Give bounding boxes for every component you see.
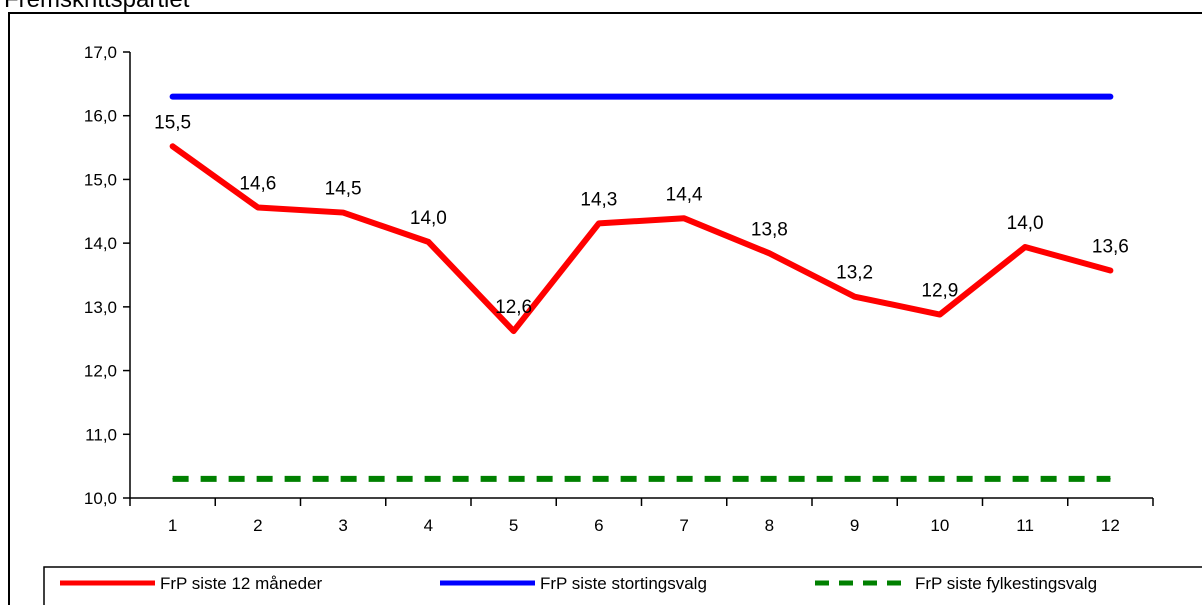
- x-tick-label: 1: [168, 516, 177, 535]
- x-tick-label: 5: [509, 516, 518, 535]
- series-3-point: [768, 478, 770, 480]
- series-3-point: [854, 478, 856, 480]
- data-label: 13,6: [1092, 237, 1129, 258]
- data-label: 12,9: [921, 281, 958, 302]
- x-tick-label: 3: [338, 516, 347, 535]
- data-label: 13,2: [836, 263, 873, 284]
- series-line-1: [169, 143, 1114, 335]
- series-1-point: [854, 296, 856, 298]
- data-labels: 15,5 14,6 14,5 14,0 12,6 14,3 14,4 13,8 13,2 12,9…: [154, 112, 1129, 318]
- series-1-point: [342, 212, 344, 214]
- series-3-point: [172, 478, 174, 480]
- series-2-point: [1024, 96, 1026, 98]
- legend: FrP siste 12 måneder FrP siste stortingsv…: [43, 566, 1202, 605]
- series-2-point: [342, 96, 344, 98]
- x-tick-label: 8: [765, 516, 774, 535]
- series-3-point: [513, 478, 515, 480]
- series-3-point: [598, 478, 600, 480]
- chart-title: Fremskrittspartiet: [4, 0, 189, 14]
- series-2-point: [598, 96, 600, 98]
- data-label: 14,3: [580, 189, 617, 210]
- legend-label: FrP siste fylkestingsvalg: [915, 574, 1097, 593]
- series-1-point: [768, 252, 770, 254]
- x-tick-label: 4: [424, 516, 433, 535]
- series-3-point: [1109, 478, 1111, 480]
- data-label: 14,5: [325, 179, 362, 200]
- y-tick-label: 12,0: [84, 362, 117, 381]
- y-tick-label: 17,0: [84, 43, 117, 62]
- legend-box: [43, 566, 1202, 605]
- series-1-point: [257, 206, 259, 208]
- series-2-point: [257, 96, 259, 98]
- x-tick-label: 9: [850, 516, 859, 535]
- y-tick-label: 11,0: [85, 425, 117, 444]
- data-label: 14,6: [239, 173, 276, 194]
- x-tick-label: 10: [930, 516, 949, 535]
- x-tick-label: 12: [1101, 516, 1120, 535]
- legend-label: FrP siste stortingsvalg: [540, 574, 707, 593]
- series-1-point: [683, 217, 685, 219]
- data-label: 12,6: [495, 297, 532, 318]
- series-2-point: [683, 96, 685, 98]
- data-label: 15,5: [154, 112, 191, 133]
- series-3-point: [1024, 478, 1026, 480]
- x-tick-label: 11: [1016, 516, 1034, 535]
- series-3-point: [427, 478, 429, 480]
- x-tick-label: 6: [594, 516, 603, 535]
- series-2-point: [854, 96, 856, 98]
- x-tick-label: 7: [679, 516, 688, 535]
- series-1-point: [172, 145, 174, 147]
- legend-label: FrP siste 12 måneder: [160, 574, 323, 593]
- axes: 10,011,012,013,014,015,016,017,01 2 3 4 5 6 7 8…: [84, 43, 1154, 535]
- series-2-point: [513, 96, 515, 98]
- series-1-point: [939, 314, 941, 316]
- y-tick-label: 16,0: [84, 107, 117, 126]
- series-1-point: [427, 241, 429, 243]
- series-3-point: [939, 478, 941, 480]
- series-3-point: [257, 478, 259, 480]
- series-3-point: [342, 478, 344, 480]
- y-tick-label: 14,0: [84, 234, 117, 253]
- data-label: 13,8: [751, 219, 788, 240]
- series-2-point: [427, 96, 429, 98]
- series-2-point: [768, 96, 770, 98]
- series-1-point: [1109, 270, 1111, 272]
- series-1-point: [1024, 246, 1026, 248]
- series-layer: [169, 93, 1114, 482]
- data-label: 14,0: [1007, 213, 1044, 234]
- y-tick-label: 10,0: [84, 489, 117, 508]
- x-tick-label: 2: [253, 516, 262, 535]
- y-tick-label: 15,0: [84, 170, 117, 189]
- series-2-point: [939, 96, 941, 98]
- data-label: 14,4: [666, 184, 703, 205]
- series-2-point: [1109, 96, 1111, 98]
- y-tick-label: 13,0: [84, 298, 117, 317]
- data-label: 14,0: [410, 208, 447, 229]
- series-1-point: [598, 222, 600, 224]
- series-1-point: [513, 330, 515, 332]
- series-3-point: [683, 478, 685, 480]
- series-2-point: [172, 96, 174, 98]
- chart-frame: [8, 12, 1202, 605]
